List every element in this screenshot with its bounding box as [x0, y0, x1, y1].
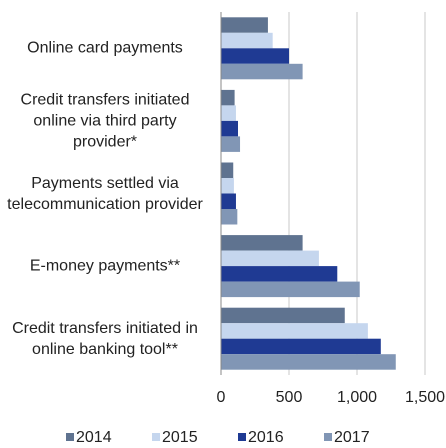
bar [221, 178, 234, 194]
bar [221, 63, 303, 80]
category-label: E-money payments** [29, 257, 181, 275]
legend-swatch [324, 433, 332, 441]
legend-swatch [66, 433, 74, 441]
legend-swatch [238, 433, 246, 441]
bar [221, 266, 338, 282]
bar [221, 32, 273, 49]
bar [221, 235, 303, 251]
bar [221, 281, 360, 298]
bar [221, 120, 238, 137]
bar [221, 307, 345, 324]
category-label: Credit transfers initiated in online ban… [12, 319, 198, 358]
bar [221, 89, 235, 106]
bar [221, 136, 241, 152]
category-label: Credit transfers initiated online via th… [20, 91, 190, 151]
bar [221, 209, 238, 225]
bar [221, 354, 396, 370]
category-label: Payments settled via telecommunication p… [7, 174, 203, 213]
x-tick-label: 500 [276, 389, 303, 406]
legend-label: 2015 [162, 429, 198, 446]
category-label: Online card payments [27, 39, 183, 57]
x-tick-label: 1,500 [405, 389, 445, 406]
bar [221, 193, 236, 209]
legend-swatch [152, 433, 160, 441]
bar [221, 17, 268, 33]
legend-label: 2017 [334, 429, 370, 446]
x-tick-label: 1,000 [337, 389, 377, 406]
bar [221, 338, 381, 355]
bar [221, 323, 368, 339]
bar [221, 48, 289, 64]
legend-label: 2014 [76, 429, 112, 446]
bar [221, 105, 236, 121]
x-tick-label: 0 [217, 389, 226, 406]
legend-label: 2016 [248, 429, 284, 446]
bar [221, 250, 319, 267]
bar [221, 162, 234, 178]
